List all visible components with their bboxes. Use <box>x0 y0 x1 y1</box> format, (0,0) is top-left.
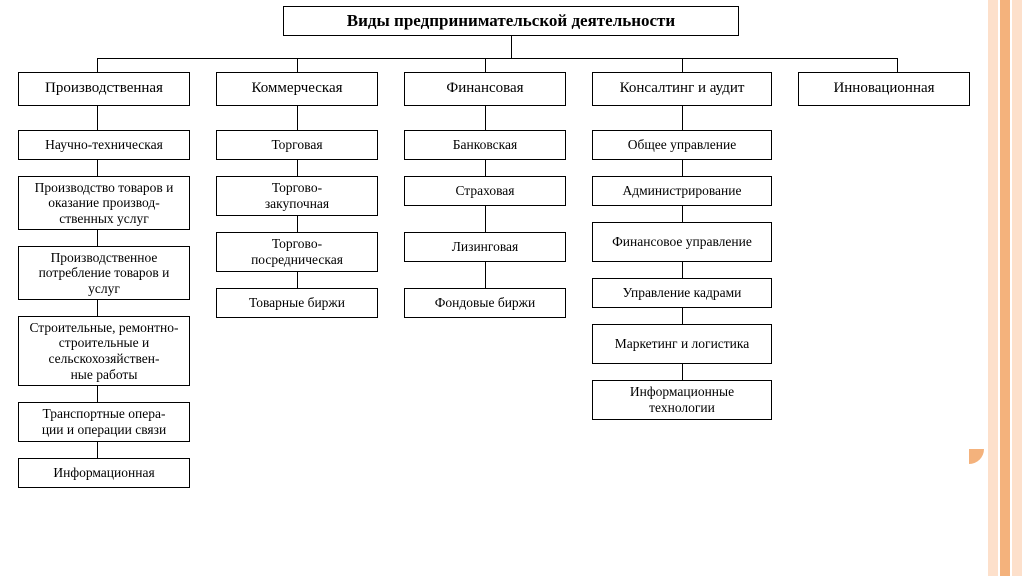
category-header: Консалтинг и аудит <box>592 72 772 106</box>
connector <box>682 364 683 380</box>
diagram-stage: Виды предпринимательской деятельности Про… <box>0 0 1024 576</box>
side-bar <box>1000 0 1010 576</box>
connector <box>97 442 98 458</box>
item-box: Научно-техническая <box>18 130 190 160</box>
item-box: Страховая <box>404 176 566 206</box>
item-box: Производство товаров и оказание производ… <box>18 176 190 230</box>
connector <box>682 206 683 222</box>
connector <box>97 58 98 72</box>
connector <box>682 106 683 130</box>
item-box: Финансовое управление <box>592 222 772 262</box>
connector <box>682 58 683 72</box>
connector <box>297 160 298 176</box>
item-box: Администрирование <box>592 176 772 206</box>
connector <box>485 262 486 288</box>
item-box: Маркетинг и логистика <box>592 324 772 364</box>
item-box: Производственное потребление товаров и у… <box>18 246 190 300</box>
category-header: Инновационная <box>798 72 970 106</box>
connector <box>682 308 683 324</box>
root-box: Виды предпринимательской деятельности <box>283 6 739 36</box>
side-bar <box>988 0 998 576</box>
item-box: Торгово-посредническая <box>216 232 378 272</box>
connector <box>485 206 486 232</box>
connector <box>97 58 897 59</box>
item-box: Транспортные опера-ции и операции связи <box>18 402 190 442</box>
item-box: Торгово-закупочная <box>216 176 378 216</box>
connector <box>897 58 898 72</box>
category-header: Коммерческая <box>216 72 378 106</box>
accent-icon <box>954 434 984 464</box>
connector <box>97 160 98 176</box>
connector <box>97 386 98 402</box>
item-box: Строительные, ремонтно-строительные и се… <box>18 316 190 386</box>
connector <box>682 262 683 278</box>
connector <box>511 36 512 58</box>
connector <box>297 272 298 288</box>
category-header: Финансовая <box>404 72 566 106</box>
connector <box>97 230 98 246</box>
connector <box>297 216 298 232</box>
item-box: Торговая <box>216 130 378 160</box>
connector <box>297 58 298 72</box>
item-box: Управление кадрами <box>592 278 772 308</box>
item-box: Лизинговая <box>404 232 566 262</box>
item-box: Товарные биржи <box>216 288 378 318</box>
item-box: Общее управление <box>592 130 772 160</box>
item-box: Информационная <box>18 458 190 488</box>
category-header: Производственная <box>18 72 190 106</box>
connector <box>682 160 683 176</box>
connector <box>485 160 486 176</box>
connector <box>485 58 486 72</box>
connector <box>97 106 98 130</box>
connector <box>297 106 298 130</box>
item-box: Информационные технологии <box>592 380 772 420</box>
connector <box>485 106 486 130</box>
connector <box>97 300 98 316</box>
side-bar <box>1012 0 1022 576</box>
item-box: Банковская <box>404 130 566 160</box>
item-box: Фондовые биржи <box>404 288 566 318</box>
